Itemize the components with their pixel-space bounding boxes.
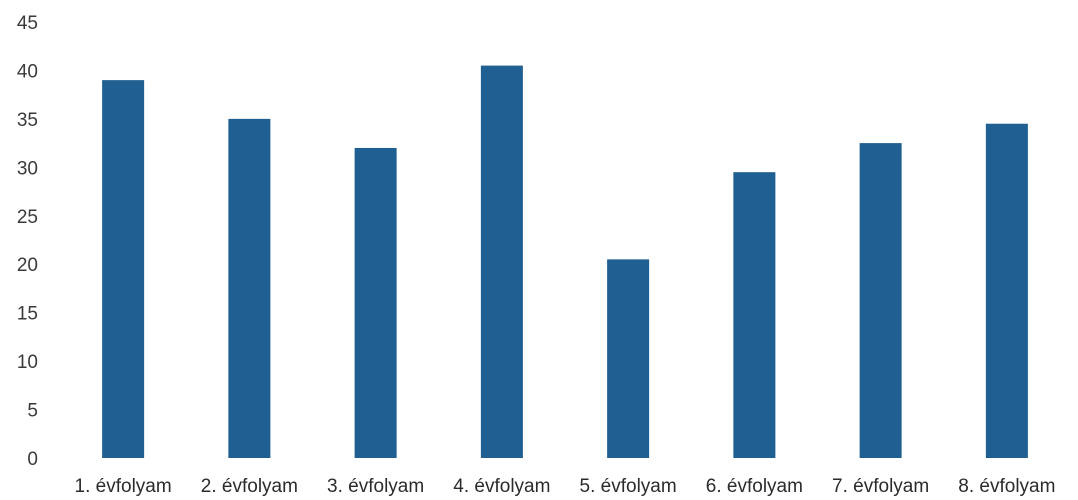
x-category-label: 3. évfolyam [327,476,424,497]
y-axis-ticks: 0 5 10 15 20 25 30 35 40 45 [17,13,38,470]
x-category-label: 6. évfolyam [706,476,803,497]
y-tick-label: 25 [17,207,38,228]
bar [985,123,1028,458]
bar [354,147,397,458]
y-tick-label: 0 [27,449,38,470]
bar [733,172,776,458]
y-tick-label: 10 [17,352,38,373]
y-tick-label: 5 [27,401,38,422]
bar [607,259,650,458]
bar [859,143,902,458]
x-category-label: 4. évfolyam [453,476,550,497]
x-category-label: 8. évfolyam [958,476,1055,497]
y-tick-label: 20 [17,255,38,276]
y-tick-label: 35 [17,110,38,131]
y-tick-label: 45 [17,13,38,34]
bars [102,65,1028,458]
x-category-label: 1. évfolyam [75,476,172,497]
bar [480,65,523,458]
x-axis-labels: 1. évfolyam 2. évfolyam 3. évfolyam 4. évfo… [75,476,1056,497]
y-tick-label: 15 [17,304,38,325]
y-tick-label: 30 [17,158,38,179]
x-category-label: 2. évfolyam [201,476,298,497]
x-category-label: 7. évfolyam [832,476,929,497]
bar [228,118,271,458]
bar [102,80,145,458]
y-tick-label: 40 [17,61,38,82]
x-category-label: 5. évfolyam [580,476,677,497]
